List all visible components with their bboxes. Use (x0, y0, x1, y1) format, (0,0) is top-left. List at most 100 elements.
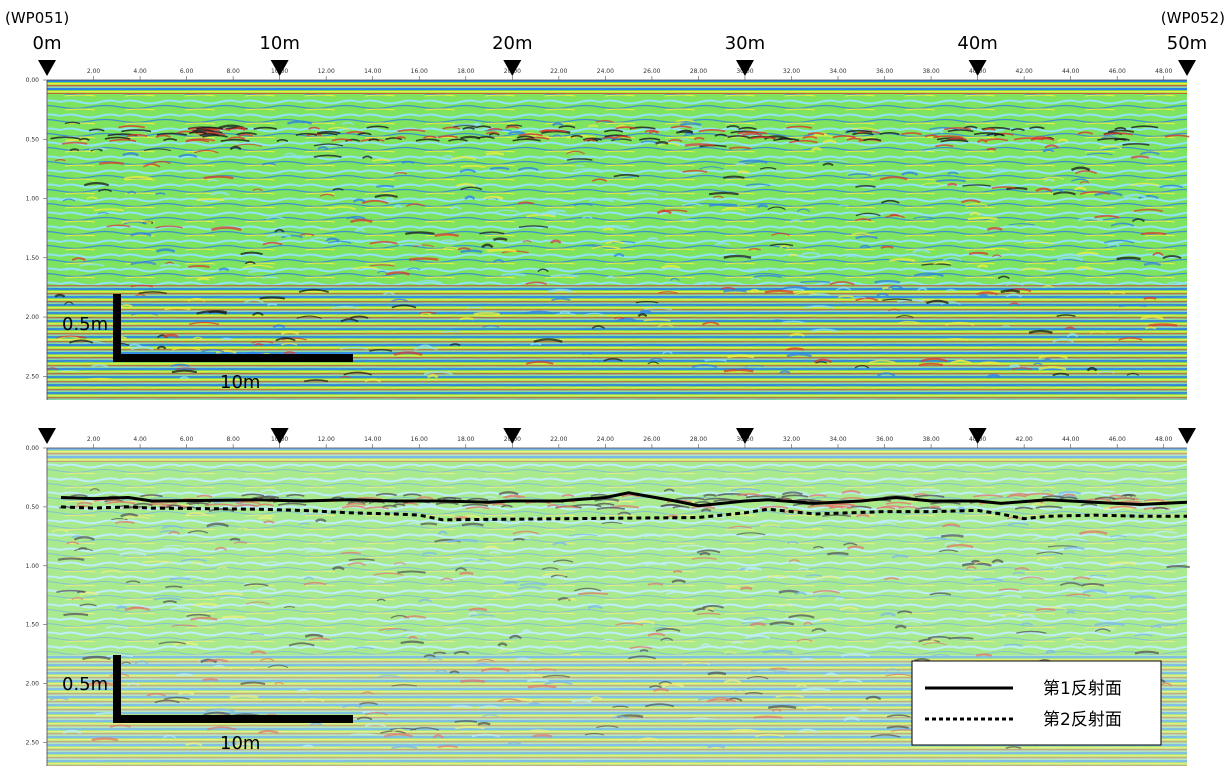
reflection-streak (750, 136, 777, 140)
reflection-streak (162, 734, 177, 739)
reflection-streak (88, 128, 105, 132)
reflection-streak (340, 376, 351, 379)
reflection-streak (574, 164, 585, 168)
reflection-streak (1044, 178, 1055, 183)
reflection-streak (243, 299, 264, 304)
reflection-streak (437, 745, 458, 748)
reflection-streak (1131, 218, 1145, 222)
reflection-streak (815, 361, 827, 364)
reflection-streak (920, 357, 948, 363)
reflection-streak (771, 232, 790, 236)
reflection-streak (177, 691, 195, 695)
reflection-streak (882, 298, 913, 301)
reflection-streak (1124, 493, 1137, 497)
reflection-streak (1109, 505, 1137, 509)
reflection-streak (520, 582, 547, 586)
reflection-streak (283, 606, 296, 609)
reflection-streak (1099, 145, 1123, 150)
reflection-streak (262, 241, 283, 246)
reflection-streak (1005, 293, 1023, 298)
reflection-streak (440, 577, 454, 582)
reflection-streak (764, 289, 794, 294)
reflection-streak (393, 562, 407, 565)
reflection-streak (921, 149, 949, 153)
reflection-streak (774, 670, 791, 675)
reflection-streak (1019, 622, 1034, 626)
reflection-streak (437, 496, 462, 500)
reflection-streak (1129, 182, 1160, 187)
reflection-streak (418, 311, 437, 315)
reflection-streak (374, 580, 385, 584)
reflection-streak (1130, 155, 1150, 159)
reflection-streak (433, 651, 446, 655)
reflection-streak (975, 653, 993, 657)
reflection-streak (1062, 493, 1076, 497)
x-tick-label: 16.00 (411, 436, 428, 443)
reflection-streak (376, 598, 386, 602)
reflection-streak (65, 138, 87, 143)
reflection-streak (859, 708, 869, 712)
reflection-streak (591, 325, 606, 330)
reflection-streak (947, 182, 958, 187)
reflection-streak (602, 136, 617, 140)
reflection-streak (616, 317, 637, 322)
reflection-streak (613, 316, 625, 320)
reflection-streak (552, 122, 564, 127)
reflection-streak (1021, 267, 1047, 271)
reflection-streak (47, 197, 64, 201)
reflection-streak (261, 162, 276, 166)
reflection-streak (753, 274, 782, 278)
reflection-streak (877, 372, 896, 377)
reflection-streak (457, 247, 471, 251)
reflection-streak (90, 364, 109, 368)
reflection-streak (991, 186, 1016, 189)
reflection-streak (1114, 137, 1130, 142)
reflection-streak (743, 617, 769, 621)
reflection-streak (104, 136, 131, 140)
scale-bar-vertical (113, 655, 121, 723)
reflection-streak (482, 325, 500, 328)
reflection-streak (405, 231, 435, 235)
reflection-streak (375, 493, 397, 497)
reflection-streak (374, 674, 403, 679)
reflection-streak (653, 688, 669, 692)
reflection-streak (657, 291, 678, 294)
reflection-streak (1042, 495, 1065, 499)
reflection-streak (1109, 535, 1127, 538)
reflection-streak (346, 215, 366, 220)
reflection-streak (206, 522, 229, 528)
reflection-streak (796, 728, 818, 733)
reflection-streak (57, 557, 85, 561)
reflection-streak (714, 133, 728, 137)
reflection-streak (874, 279, 900, 284)
reflection-streak (498, 649, 515, 653)
reflection-streak (164, 696, 190, 700)
reflection-streak (605, 240, 625, 245)
reflection-streak (480, 667, 510, 672)
reflection-streak (946, 137, 968, 141)
reflection-streak (206, 658, 228, 663)
reflection-streak (1138, 546, 1150, 551)
reflection-streak (1038, 365, 1067, 371)
reflection-streak (534, 668, 557, 672)
reflection-streak (1059, 582, 1082, 587)
reflection-streak (595, 119, 614, 123)
reflection-streak (376, 184, 395, 188)
reflection-streak (121, 661, 131, 665)
reflection-streak (879, 176, 908, 181)
reflection-streak (1016, 630, 1047, 634)
reflection-streak (749, 288, 760, 292)
reflection-streak (156, 248, 176, 253)
reflection-streak (693, 137, 705, 141)
second-reflector-line (60, 505, 1187, 522)
reflection-streak (185, 742, 203, 747)
reflection-streak (76, 501, 93, 505)
y-tick-label: 1.50 (26, 255, 40, 262)
reflection-streak (836, 287, 852, 291)
reflection-streak (1114, 497, 1139, 501)
reflection-streak (449, 206, 462, 211)
reflection-streak (676, 125, 703, 129)
reflection-streak (442, 126, 461, 130)
reflection-streak (855, 185, 876, 188)
y-tick-label: 1.50 (26, 622, 40, 629)
